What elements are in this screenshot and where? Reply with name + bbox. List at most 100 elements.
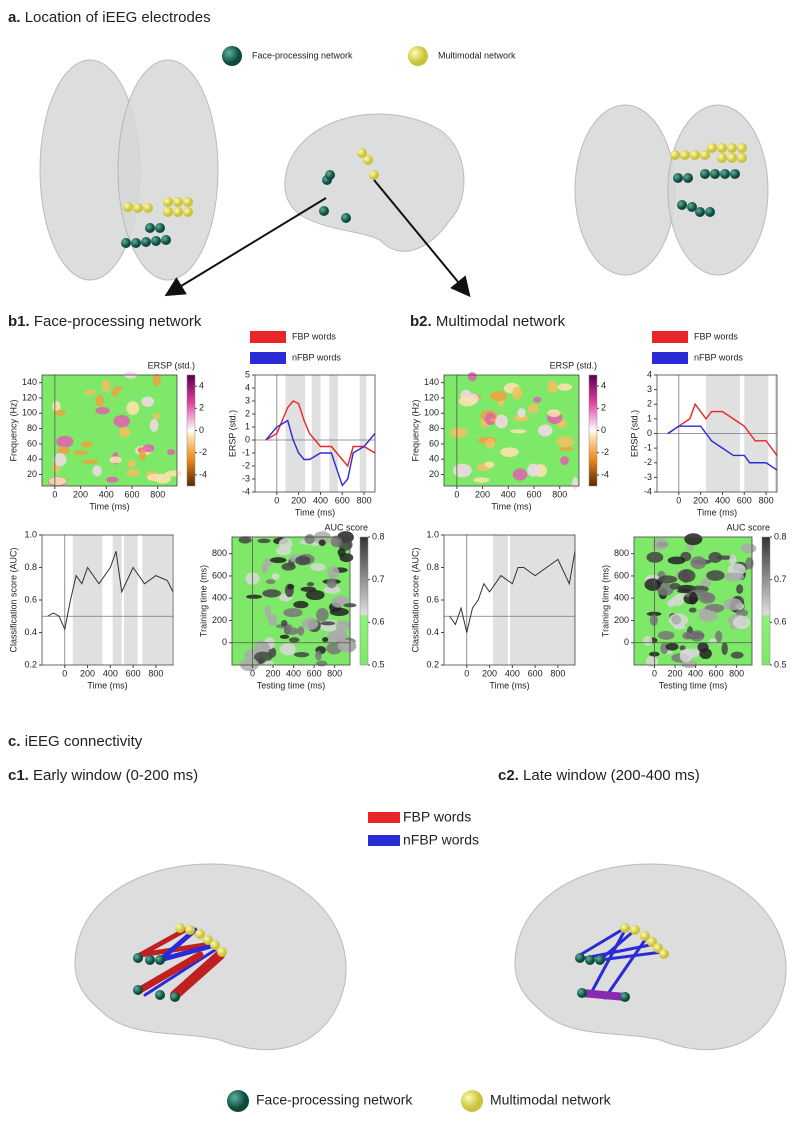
- heatmap-blob: [95, 394, 105, 407]
- heatmap-blob: [337, 548, 346, 557]
- heatmap-blob: [657, 630, 675, 640]
- heatmap-blob: [512, 468, 528, 481]
- data-line: [265, 419, 376, 487]
- y-tick-label: 0.6: [426, 594, 439, 604]
- legend-label: FBP words: [694, 331, 738, 341]
- legend-swatch: [652, 352, 688, 364]
- x-tick-label: 400: [313, 495, 328, 505]
- heatmap-blob: [288, 637, 300, 643]
- x-tick-label: 200: [266, 668, 281, 678]
- heatmap-blob: [238, 536, 252, 544]
- x-tick-label: 200: [482, 668, 497, 678]
- legend-label: Multimodal network: [490, 1092, 612, 1108]
- heatmap-blob: [84, 389, 96, 396]
- heatmap-blob: [106, 476, 119, 483]
- x-tick-label: 800: [150, 489, 165, 499]
- colorbar-tick-label: 0: [601, 425, 606, 435]
- significance-window: [112, 535, 122, 665]
- heatmap-blob: [313, 531, 332, 545]
- y-tick-label: 20: [429, 469, 439, 479]
- y-tick-label: 80: [429, 423, 439, 433]
- heatmap-blob: [527, 403, 539, 414]
- significance-window: [72, 535, 103, 665]
- heatmap-blob: [745, 557, 754, 570]
- panel-a-heading: a. Location of iEEG electrodes: [8, 9, 211, 26]
- heatmap-blob: [740, 543, 757, 554]
- heatmap-blob: [677, 569, 696, 583]
- significance-window: [124, 535, 138, 665]
- heatmap-blob: [48, 476, 67, 486]
- x-axis-label: Testing time (ms): [257, 680, 326, 690]
- heatmap-blob: [335, 620, 351, 632]
- plot-frame: [633, 536, 753, 666]
- y-tick-label: 5: [245, 369, 250, 379]
- data-line: [667, 425, 778, 471]
- colorbar-tick-label: -4: [601, 469, 609, 479]
- brain-front-view: [574, 104, 769, 276]
- heatmap-blob: [167, 449, 176, 456]
- panel-b1-heading: b1. Face-processing network: [8, 313, 202, 330]
- x-axis-label: Time (ms): [489, 680, 529, 690]
- heatmap-blob: [556, 436, 575, 448]
- heatmap-blob: [513, 415, 530, 422]
- heatmap-blob: [109, 456, 122, 464]
- colorbar-tick-label: 0.7: [774, 574, 787, 584]
- heatmap-blob: [467, 372, 477, 382]
- heatmap-blob: [264, 605, 271, 619]
- heatmap-blob: [538, 424, 553, 437]
- heatmap-blob: [295, 555, 311, 566]
- heatmap-blob: [701, 578, 712, 588]
- heatmap-blob: [306, 581, 315, 587]
- heatmap-blob: [644, 578, 661, 591]
- heatmap-blob: [706, 570, 725, 581]
- y-tick-label: 0.8: [426, 562, 439, 572]
- heatmap-blob: [328, 630, 347, 640]
- x-tick-label: 600: [737, 495, 752, 505]
- heatmap-blob: [452, 463, 472, 478]
- x-tick-label: 200: [475, 489, 490, 499]
- heatmap-blob: [113, 385, 123, 392]
- heatmap-blob: [646, 611, 662, 617]
- x-axis-label: Time (ms): [491, 501, 531, 511]
- heatmap-blob: [572, 476, 579, 490]
- heatmap-blob: [688, 607, 697, 613]
- heatmap-blob: [533, 396, 542, 403]
- heatmap-blob: [264, 660, 274, 666]
- heatmap-blob: [560, 456, 569, 466]
- heatmap-blob: [152, 373, 161, 387]
- y-tick-label: 800: [614, 548, 629, 558]
- heatmap-blob: [305, 589, 325, 601]
- heatmap-blob: [315, 650, 322, 661]
- colorbar-tick-label: 2: [601, 403, 606, 413]
- plot-frame: [443, 374, 580, 487]
- heatmap-blob: [53, 453, 67, 467]
- heatmap-blob: [690, 556, 707, 570]
- heatmap-blob: [667, 556, 686, 565]
- colorbar-label: ERSP (std.): [550, 360, 597, 370]
- x-axis-label: Time (ms): [697, 507, 737, 517]
- y-tick-label: 0.8: [24, 562, 37, 572]
- data-line: [449, 551, 576, 633]
- heatmap-blob: [679, 650, 693, 663]
- colorbar-tick-label: -2: [199, 447, 207, 457]
- heatmap-blob: [280, 619, 288, 627]
- heatmap-blob: [287, 584, 295, 590]
- x-tick-label: 800: [552, 489, 567, 499]
- legend-dot: [222, 46, 242, 66]
- heatmap-blob: [509, 429, 527, 434]
- y-tick-label: 0.4: [24, 627, 37, 637]
- colorbar-tick-label: 4: [199, 380, 204, 390]
- panel-c-heading: c. iEEG connectivity: [8, 733, 143, 750]
- heatmap-blob: [302, 617, 319, 630]
- colorbar: [761, 536, 771, 666]
- colorbar-tick-label: 0.7: [372, 574, 385, 584]
- colorbar: [359, 536, 369, 666]
- y-tick-label: 120: [424, 392, 439, 402]
- x-tick-label: 800: [357, 495, 372, 505]
- y-tick-label: 1: [647, 413, 652, 423]
- y-tick-label: 0.6: [24, 594, 37, 604]
- y-tick-label: 20: [27, 469, 37, 479]
- y-tick-label: 0.2: [426, 659, 439, 669]
- data-line: [667, 402, 778, 456]
